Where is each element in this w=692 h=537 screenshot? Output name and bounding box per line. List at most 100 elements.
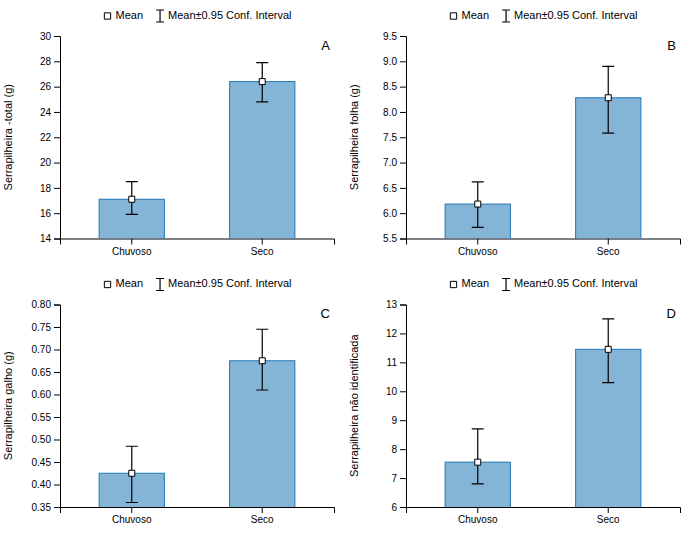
x-tick: Chuvoso (458, 507, 498, 525)
x-tick-label: Seco (597, 514, 620, 525)
y-axis: 678910111213 (386, 299, 407, 513)
mean-marker (475, 201, 481, 207)
error-bar (472, 182, 484, 228)
y-tick: 0.35 (32, 502, 60, 513)
y-tick-label: 14 (40, 233, 52, 244)
y-axis-title: Serrapilheira galho (g) (2, 351, 14, 460)
y-tick-mark (400, 305, 406, 306)
y-axis-line (400, 37, 407, 240)
y-tick: 6.5 (383, 183, 406, 194)
y-tick-label: 7.0 (383, 157, 397, 168)
panel: 678910111213ChuvosoSecoDSerrapilheira nã… (348, 277, 681, 537)
panel: 0.350.400.450.500.550.600.650.700.750.80… (2, 277, 335, 537)
y-tick: 0.75 (32, 322, 60, 333)
error-bar (256, 63, 268, 102)
y-tick-mark (400, 362, 406, 363)
y-axis-line (54, 305, 61, 508)
error-bar (602, 319, 614, 383)
y-tick-mark (400, 61, 406, 62)
x-axis-line (61, 239, 335, 245)
y-tick: 9.0 (383, 56, 406, 67)
y-tick-label: 12 (386, 328, 398, 339)
y-tick-mark (54, 305, 60, 306)
y-tick-mark (54, 61, 60, 62)
y-tick-label: 6.0 (383, 208, 397, 219)
x-tick: Chuvoso (112, 507, 152, 525)
y-tick: 8.5 (383, 81, 406, 92)
x-tick: Seco (597, 239, 620, 257)
y-tick-label: 5.5 (383, 233, 397, 244)
y-tick-label: 20 (40, 157, 52, 168)
y-tick: 0.55 (32, 412, 60, 423)
panel-label: B (667, 38, 676, 53)
y-tick-mark (54, 112, 60, 113)
y-tick-label: 0.35 (32, 502, 52, 513)
y-tick-label: 11 (387, 357, 398, 368)
mean-marker (129, 470, 135, 476)
marks (99, 63, 295, 239)
panel-label: A (321, 38, 330, 53)
legend-label: Mean±0.95 Conf. Interval (168, 277, 291, 289)
y-tick-label: 0.40 (32, 479, 52, 490)
legend-marker (450, 281, 456, 287)
x-tick: Seco (251, 507, 274, 525)
y-tick: 12 (386, 328, 406, 339)
x-tick: Chuvoso (458, 239, 498, 257)
y-tick: 7.5 (383, 132, 406, 143)
y-axis-line (54, 37, 61, 240)
legend-error-bar (156, 10, 164, 22)
y-tick: 0.45 (32, 457, 60, 468)
y-tick-label: 0.60 (32, 389, 52, 400)
y-tick: 22 (40, 132, 60, 143)
y-tick-mark (54, 137, 60, 138)
x-axis: Chuvoso Seco (407, 239, 681, 257)
y-tick-mark (400, 239, 406, 240)
y-tick-label: 9 (391, 415, 397, 426)
y-axis-title: Serrapilheira não identificada (348, 334, 360, 477)
legend-label: Mean±0.95 Conf. Interval (514, 9, 637, 21)
y-tick: 0.40 (32, 479, 60, 490)
figure: 141618202224262830ChuvosoSecoASerrapilhe… (0, 0, 692, 537)
y-tick-mark (400, 36, 406, 37)
legend-error-bar (156, 279, 164, 291)
y-axis-title: Serrapilheira folha (g) (348, 84, 360, 190)
y-tick: 6 (391, 502, 406, 513)
y-tick-label: 0.75 (32, 322, 52, 333)
y-tick-label: 0.80 (32, 299, 52, 310)
x-tick: Seco (251, 239, 274, 257)
legend-marker (450, 13, 456, 19)
y-tick: 0.60 (32, 389, 60, 400)
y-tick-mark (54, 350, 60, 351)
error-bar (472, 429, 484, 484)
y-tick-label: 9.5 (383, 31, 397, 42)
x-tick-mark (131, 239, 132, 245)
x-tick-mark (477, 239, 478, 245)
y-axis: 141618202224262830 (40, 31, 61, 245)
panel-label: C (321, 306, 330, 321)
y-tick-label: 10 (386, 386, 398, 397)
legend-marker (104, 281, 110, 287)
y-axis: 0.350.400.450.500.550.600.650.700.750.80 (32, 299, 61, 513)
y-tick-mark (54, 239, 60, 240)
legend-error-bar (502, 10, 510, 22)
x-axis-line (407, 508, 681, 514)
x-axis-line (61, 508, 335, 514)
y-axis-line (400, 305, 407, 508)
legend-label: Mean±0.95 Conf. Interval (168, 9, 291, 21)
legend-label: Mean (462, 277, 490, 289)
y-tick: 18 (40, 183, 60, 194)
x-tick-label: Chuvoso (112, 246, 152, 257)
error-bar (126, 182, 138, 215)
y-tick: 5.5 (383, 233, 406, 244)
x-axis: Chuvoso Seco (61, 507, 335, 525)
mean-marker (605, 346, 611, 352)
y-tick: 20 (40, 157, 60, 168)
y-tick: 8.0 (383, 107, 406, 118)
legend: MeanMean±0.95 Conf. Interval (450, 9, 637, 22)
y-tick-label: 26 (40, 81, 52, 92)
y-tick: 11 (387, 357, 406, 368)
mean-marker (259, 79, 265, 85)
y-tick: 0.50 (32, 434, 60, 445)
legend: MeanMean±0.95 Conf. Interval (450, 277, 637, 290)
y-tick: 7.0 (383, 157, 406, 168)
